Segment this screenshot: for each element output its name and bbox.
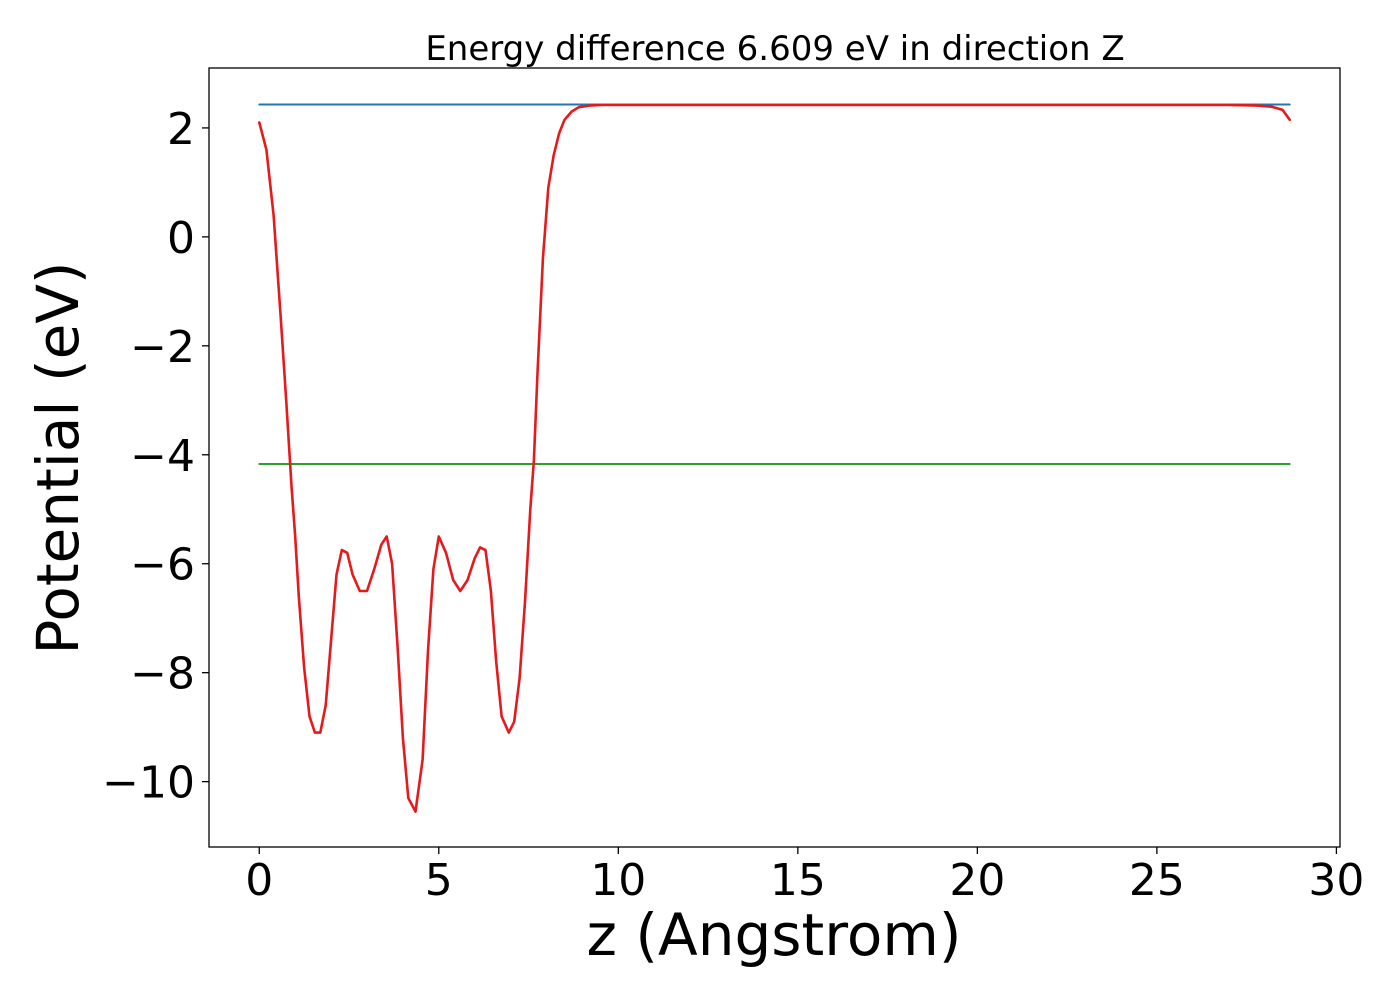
x-axis: 0 5 10 15 20 25 30 <box>245 847 1364 906</box>
y-tick-label: −10 <box>102 758 195 809</box>
x-tick-label: 15 <box>770 855 826 906</box>
y-tick-label: 0 <box>167 213 195 264</box>
x-tick-label: 10 <box>590 855 646 906</box>
y-tick-label: −6 <box>130 540 195 591</box>
series-layer <box>257 103 1291 813</box>
y-axis-label: Potential (eV) <box>24 261 92 654</box>
x-tick-label: 20 <box>949 855 1005 906</box>
plot-area-frame <box>208 67 1341 848</box>
y-tick-label: −4 <box>130 431 195 482</box>
y-axis: 2 0 −2 −4 −6 −8 −10 <box>102 104 209 809</box>
x-tick-label: 30 <box>1308 855 1364 906</box>
x-axis-label: z (Angstrom) <box>587 901 962 969</box>
y-tick-label: 2 <box>167 104 195 155</box>
x-tick-label: 25 <box>1129 855 1185 906</box>
y-tick-label: −2 <box>130 322 195 373</box>
series-line-2 <box>257 103 1291 813</box>
y-tick-label: −8 <box>130 649 195 700</box>
chart-title: Energy difference 6.609 eV in direction … <box>425 29 1124 69</box>
x-tick-label: 0 <box>245 855 273 906</box>
x-tick-label: 5 <box>425 855 453 906</box>
